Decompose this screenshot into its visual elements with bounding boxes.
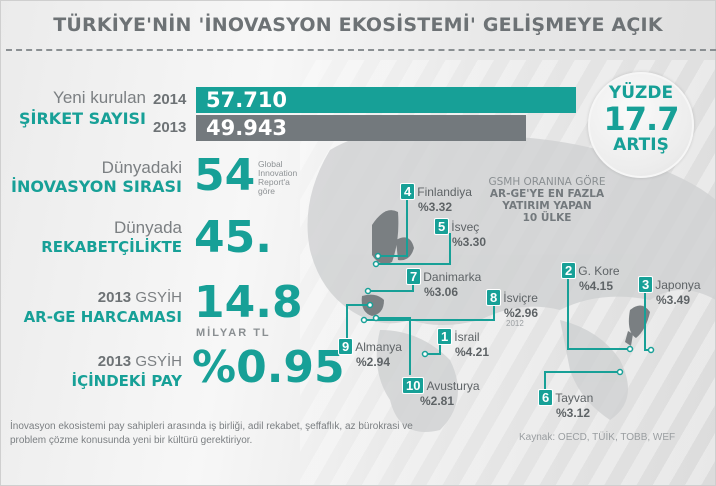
competitiveness-label-light: Dünyada — [113, 218, 182, 237]
rnd-year: 2013 — [97, 289, 132, 306]
rnd-spending-unit: MİLYAR TL — [196, 327, 271, 339]
rnd-label-bold: AR-GE HARCAMASI — [23, 308, 182, 326]
country-switzerland: 8 İsviçre %2.96 2012 — [486, 289, 538, 328]
competitiveness-value: 45. — [194, 212, 272, 263]
innovation-rank-note: Global Innovation Report'a göre — [258, 159, 298, 196]
footer-text: İnovasyon ekosistemi pay sahipleri arası… — [10, 421, 413, 446]
competitiveness-label-bold: REKABETÇİLİKTE — [41, 238, 182, 256]
country-israel: 1 İsrail %4.21 — [437, 328, 489, 359]
country-germany: 9 Almanya %2.94 — [338, 338, 402, 369]
startups-label: Yeni kurulan ŞİRKET SAYISI — [0, 88, 146, 130]
country-denmark: 7 Danimarka %3.06 — [406, 268, 481, 299]
increase-line1: YÜZDE — [608, 83, 674, 103]
bar-2013: 49.943 — [196, 115, 526, 141]
rank-badge: 7 — [406, 268, 422, 285]
gdp-label-bold: İÇİNDEKİ PAY — [71, 372, 182, 390]
country-sweden: 5 İsveç %3.30 — [434, 218, 486, 249]
rnd-gsyih: GSYİH — [135, 289, 182, 306]
source-text: Kaynak: OECD, TÜİK, TOBB, WEF — [519, 432, 676, 443]
innovation-rank-value: 54 — [194, 150, 256, 201]
increase-badge: YÜZDE 17.7 ARTIŞ — [588, 72, 694, 178]
country-taiwan: 6 Tayvan %3.12 — [538, 389, 593, 420]
country-finland: 4 Finlandiya %3.32 — [400, 183, 472, 214]
startups-label-light: Yeni kurulan — [53, 88, 146, 107]
rank-badge: 1 — [437, 328, 453, 345]
rnd-spending-label: 2013 GSYİH AR-GE HARCAMASI — [0, 288, 182, 327]
competitiveness-label: Dünyada REKABETÇİLİKTE — [0, 218, 182, 257]
country-south-korea: 2 G. Kore %4.15 — [561, 262, 620, 293]
year-2014: 2014 — [153, 91, 187, 108]
innovation-rank-label: Dünyadaki İNOVASYON SIRASI — [0, 158, 182, 197]
rank-badge: 2 — [561, 262, 577, 279]
rank-badge: 9 — [338, 338, 354, 355]
startups-label-bold: ŞİRKET SAYISI — [19, 109, 146, 128]
rnd-spending-value: 14.8 — [194, 277, 303, 328]
gdp-gsyih: GSYİH — [135, 353, 182, 370]
gdp-year: 2013 — [97, 353, 132, 370]
country-japan: 3 Japonya %3.49 — [638, 276, 701, 307]
innovation-label-bold: İNOVASYON SIRASI — [11, 177, 182, 196]
innovation-label-light: Dünyadaki — [101, 158, 182, 177]
title-divider — [6, 49, 716, 51]
country-austria: 10 Avusturya %2.81 — [402, 377, 480, 408]
year-2013: 2013 — [153, 119, 187, 136]
gdp-share-value: %0.95 — [192, 342, 345, 393]
rank-badge: 10 — [402, 377, 425, 394]
rank-badge: 4 — [400, 183, 416, 200]
rank-badge: 6 — [538, 389, 554, 406]
infographic-title: TÜRKİYE'NİN 'İNOVASYON EKOSİSTEMİ' GELİŞ… — [53, 14, 663, 36]
increase-line3: ARTIŞ — [613, 135, 669, 155]
bar-2014: 57.710 — [196, 87, 576, 113]
rank-badge: 3 — [638, 276, 654, 293]
rank-badge: 8 — [486, 289, 502, 306]
map-title: GSMH ORANINA GÖRE AR-GE'YE EN FAZLA YATI… — [488, 176, 606, 224]
rank-badge: 5 — [434, 218, 450, 235]
increase-value: 17.7 — [603, 100, 680, 138]
gdp-share-label: 2013 GSYİH İÇİNDEKİ PAY — [0, 352, 182, 391]
